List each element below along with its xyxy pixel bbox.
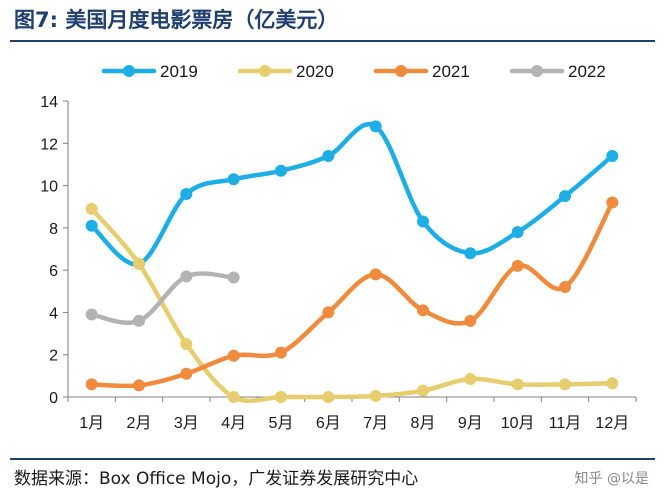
data-point-2019 [369,120,382,133]
x-tick-label: 10月 [501,415,535,432]
data-point-2019 [322,149,335,162]
y-tick-label: 8 [49,221,58,238]
series-2019 [85,120,619,270]
data-point-2021 [180,367,193,380]
x-tick-label: 11月 [549,415,582,432]
series-2021 [85,196,619,392]
data-point-2021 [606,196,619,209]
data-point-2019 [180,188,193,201]
data-point-2021 [511,259,524,272]
data-point-2020 [369,389,382,402]
series-2020 [85,202,619,404]
title-rule [10,40,655,42]
data-point-2019 [275,164,287,177]
data-point-2021 [464,314,477,327]
x-tick-label: 5月 [269,415,294,432]
data-point-2022 [133,314,145,327]
data-point-2020 [275,391,287,403]
line-chart: 2019 2020 2021 2022 0 2 4 6 8 10 12 14 1月 2月 3月 4月 5月 6… [40,62,637,432]
legend-item-2021: 2021 [373,62,470,81]
legend-label: 2022 [568,62,606,81]
legend-swatch-marker [123,65,135,77]
series-layer [85,120,619,404]
x-tick-label: 2月 [127,415,152,432]
x-tick-label: 1月 [79,415,104,432]
data-point-2019 [227,173,240,186]
data-point-2019 [417,215,429,228]
data-point-2021 [227,349,240,362]
x-tick-label: 3月 [174,415,199,432]
legend: 2019 2020 2021 2022 [101,62,606,81]
legend-item-2019: 2019 [101,62,198,81]
series-2022 [85,270,240,327]
chart-title: 图7: 美国月度电影票房（亿美元） [14,8,339,32]
x-tick-label: 12月 [595,415,629,432]
x-tick-label: 8月 [411,415,436,432]
data-point-2021 [369,268,382,281]
data-point-2020 [464,373,477,386]
y-tick-label: 2 [49,348,58,365]
source-note: 数据来源：Box Office Mojo，广发证券发展研究中心 [14,469,419,489]
footer-rule [10,458,655,460]
data-point-2021 [559,281,571,294]
y-tick-label: 4 [49,305,58,322]
series-line-2020 [89,206,615,404]
data-point-2020 [227,391,240,403]
data-point-2021 [85,378,98,391]
y-tick-label: 12 [40,136,58,153]
y-tick-label: 0 [49,390,58,407]
legend-label: 2020 [296,62,334,81]
data-point-2021 [417,304,429,317]
data-point-2019 [606,149,619,162]
series-line-2019 [89,122,615,267]
legend-label: 2021 [432,62,470,81]
x-tick-label: 6月 [316,415,341,432]
x-tick-label: 7月 [363,415,388,432]
legend-swatch-marker [259,65,271,77]
y-tick-label: 6 [49,263,58,280]
data-point-2022 [180,270,193,283]
data-point-2020 [133,257,145,270]
x-tick-label: 4月 [221,415,246,432]
data-point-2021 [275,346,287,359]
legend-swatch-marker [395,65,407,77]
legend-label: 2019 [160,62,198,81]
data-point-2019 [559,190,571,203]
legend-swatch-marker [531,65,543,77]
data-point-2020 [559,378,571,391]
legend-item-2022: 2022 [509,62,606,81]
y-tick-label: 10 [40,179,58,196]
data-point-2021 [133,379,145,392]
data-point-2020 [322,391,335,403]
data-point-2019 [464,247,477,260]
data-point-2019 [511,226,524,239]
y-tick-label: 14 [40,94,58,111]
data-point-2022 [227,271,240,284]
series-line-2022 [89,271,236,325]
data-point-2020 [417,384,429,397]
data-point-2022 [85,308,98,321]
data-point-2020 [606,377,619,390]
watermark: 知乎 @以是 [574,471,649,487]
data-point-2020 [511,378,524,391]
data-point-2021 [322,306,335,319]
data-point-2019 [85,219,98,232]
x-tick-label: 9月 [458,415,483,432]
legend-item-2020: 2020 [237,62,334,81]
series-line-2021 [89,200,615,389]
data-point-2020 [85,202,98,215]
x-axis: 1月 2月 3月 4月 5月 6月 7月 8月 9月 10月 11月 12月 [67,396,637,432]
y-axis: 0 2 4 6 8 10 12 14 [40,94,69,407]
data-point-2020 [180,338,193,351]
